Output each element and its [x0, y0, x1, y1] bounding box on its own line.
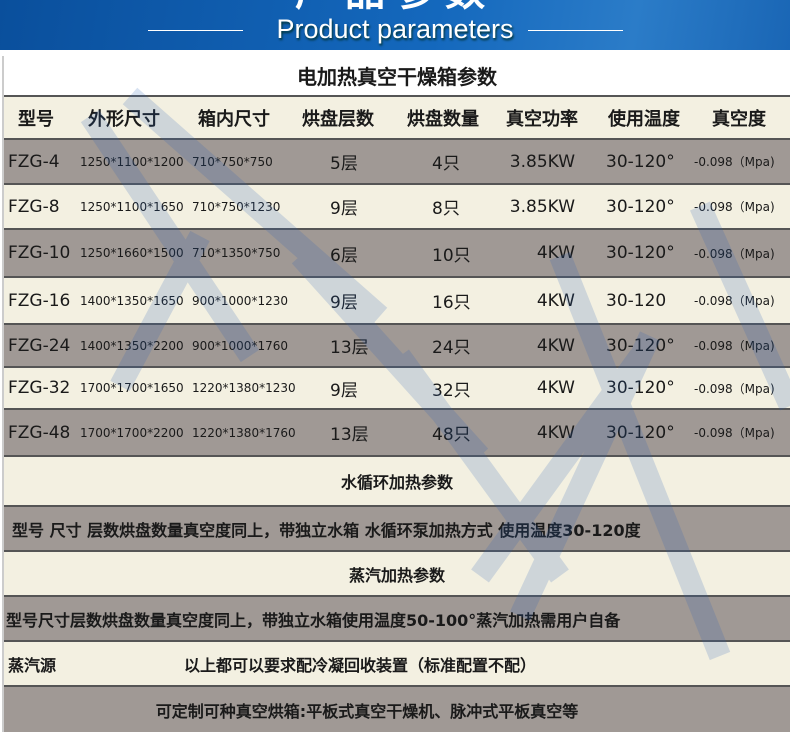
- table-cell: -0.098（Mpa): [694, 339, 775, 353]
- steam-note: 型号尺寸层数烘盘数量真空度同上，带独立水箱使用温度50-100°蒸汽加热需用户自…: [4, 597, 790, 642]
- banner-title-cn: 产品参数: [0, 0, 790, 12]
- steam-source-note: 以上都可以要求配冷凝回收装置（标准配置不配）: [184, 655, 537, 675]
- table-cell: 3.85KW: [509, 196, 575, 217]
- table-cell: 900*1000*1760: [192, 338, 288, 353]
- section-water: 水循环加热参数: [4, 457, 790, 507]
- section-title: 蒸汽加热参数: [348, 565, 445, 585]
- column-header: 型号: [18, 108, 54, 130]
- table-cell: 24只: [432, 338, 471, 358]
- table-title: 电加热真空干燥箱参数: [4, 56, 790, 97]
- table-cell: FZG-32: [8, 378, 71, 398]
- table-cell: 4KW: [536, 290, 575, 311]
- table-cell: 5层: [330, 154, 358, 174]
- table-cell: 13层: [330, 338, 369, 358]
- table-title-text: 电加热真空干燥箱参数: [297, 65, 497, 89]
- table-cell: FZG-16: [8, 290, 71, 311]
- table-cell: -0.098（Mpa): [694, 381, 775, 396]
- table-cell: 710*750*750: [192, 154, 273, 169]
- table-cell: 30-120°: [606, 335, 675, 356]
- table-cell: 1250*1100*1200: [80, 154, 184, 169]
- table-cell: 1700*1700*2200: [80, 425, 184, 440]
- table-row: FZG-4 1250*1100*1200 710*750*750 5层 4只 3.85KW…: [4, 140, 790, 185]
- footer-note: 可定制可种真空烘箱:平板式真空干燥机、脉冲式平板真空等: [4, 687, 790, 732]
- table-row: FZG-32 1700*1700*1650 1220*1380*1230 9层 32只 4…: [4, 368, 790, 410]
- table-cell: 1250*1660*1500: [80, 246, 184, 260]
- steam-source-row: 蒸汽源 以上都可以要求配冷凝回收装置（标准配置不配）: [4, 642, 790, 687]
- table-cell: 710*1350*750: [192, 246, 281, 260]
- table-cell: 1220*1380*1230: [192, 381, 296, 395]
- table-cell: 4KW: [536, 378, 575, 398]
- table-cell: 13层: [330, 425, 369, 445]
- table-cell: 9层: [330, 199, 358, 219]
- table-cell: 4只: [432, 154, 460, 174]
- column-header: 真空度: [712, 108, 766, 130]
- section-title: 水循环加热参数: [340, 473, 453, 492]
- table-cell: 48只: [432, 425, 471, 445]
- table-cell: 710*750*1230: [192, 199, 281, 214]
- table-cell: -0.098（Mpa): [694, 200, 775, 214]
- note-text: 可定制可种真空烘箱:平板式真空干燥机、脉冲式平板真空等: [155, 701, 579, 721]
- table-cell: 6层: [330, 245, 358, 266]
- table-row: FZG-8 1250*1100*1650 710*750*1230 9层 8只 3.85K…: [4, 185, 790, 230]
- note-text: 型号尺寸层数烘盘数量真空度同上，带独立水箱使用温度50-100°蒸汽加热需用户自…: [6, 610, 621, 630]
- section-steam: 蒸汽加热参数: [4, 552, 790, 597]
- table-cell: -0.098（Mpa): [694, 426, 775, 440]
- table-cell: FZG-8: [8, 196, 60, 217]
- parameters-table: 电加热真空干燥箱参数 型号 外形尺寸 箱内尺寸 烘盘层数 烘盘数量 真空功率 使用温度 真空度…: [2, 56, 790, 732]
- table-cell: 9层: [330, 380, 358, 401]
- column-header: 外形尺寸: [88, 108, 160, 130]
- table-header: 型号 外形尺寸 箱内尺寸 烘盘层数 烘盘数量 真空功率 使用温度 真空度: [4, 97, 790, 140]
- table-cell: FZG-24: [8, 335, 71, 356]
- column-header: 使用温度: [608, 108, 680, 130]
- table-cell: 30-120°: [606, 151, 675, 172]
- table-cell: 30-120°: [606, 422, 675, 443]
- table-row: FZG-10 1250*1660*1500 710*1350*750 6层 10只 4KW…: [4, 230, 790, 278]
- table-cell: -0.098（Mpa): [694, 294, 775, 308]
- table-cell: FZG-48: [8, 422, 71, 443]
- table-cell: 8只: [432, 199, 460, 219]
- table-cell: 1400*1350*1650: [80, 293, 184, 308]
- table-cell: 4KW: [536, 422, 575, 443]
- water-note: 型号 尺寸 层数烘盘数量真空度同上，带独立水箱 水循环泵加热方式 使用温度30-…: [4, 507, 790, 552]
- table-row: FZG-16 1400*1350*1650 900*1000*1230 9层 16只 4K…: [4, 278, 790, 325]
- table-cell: 9层: [330, 293, 358, 313]
- table-cell: 4KW: [536, 243, 575, 263]
- steam-source-label: 蒸汽源: [8, 655, 57, 675]
- table-cell: 1400*1350*2200: [80, 338, 184, 353]
- table-cell: 30-120: [606, 290, 667, 311]
- table-cell: 1220*1380*1760: [192, 425, 296, 440]
- column-header: 箱内尺寸: [198, 108, 270, 130]
- divider: [148, 30, 243, 31]
- table-row: FZG-48 1700*1700*2200 1220*1380*1760 13层 48只…: [4, 410, 790, 457]
- table-cell: -0.098（Mpa): [694, 155, 775, 169]
- table-cell: FZG-10: [8, 243, 71, 263]
- column-header: 烘盘层数: [302, 108, 374, 130]
- column-header: 真空功率: [506, 108, 578, 130]
- table-cell: 3.85KW: [509, 151, 575, 172]
- table-cell: 30-120°: [606, 196, 675, 217]
- column-header: 烘盘数量: [407, 108, 479, 130]
- table-cell: 10只: [432, 245, 471, 266]
- table-cell: FZG-4: [8, 151, 60, 172]
- table-cell: 32只: [432, 380, 471, 401]
- table-cell: 900*1000*1230: [192, 293, 288, 308]
- table-cell: 1250*1100*1650: [80, 199, 184, 214]
- table-cell: 4KW: [536, 335, 575, 356]
- header-banner: 产品参数 Product parameters: [0, 0, 790, 50]
- table-cell: 30-120°: [606, 378, 675, 398]
- banner-title-en: Product parameters: [276, 14, 514, 44]
- table-cell: 1700*1700*1650: [80, 381, 184, 395]
- note-text: 型号 尺寸 层数烘盘数量真空度同上，带独立水箱 水循环泵加热方式 使用温度30-…: [12, 520, 641, 540]
- table-cell: 16只: [432, 293, 471, 313]
- table-cell: -0.098（Mpa): [694, 246, 775, 261]
- divider: [528, 30, 623, 31]
- table-row: FZG-24 1400*1350*2200 900*1000*1760 13层 24只 4…: [4, 325, 790, 368]
- table-cell: 30-120°: [606, 243, 675, 263]
